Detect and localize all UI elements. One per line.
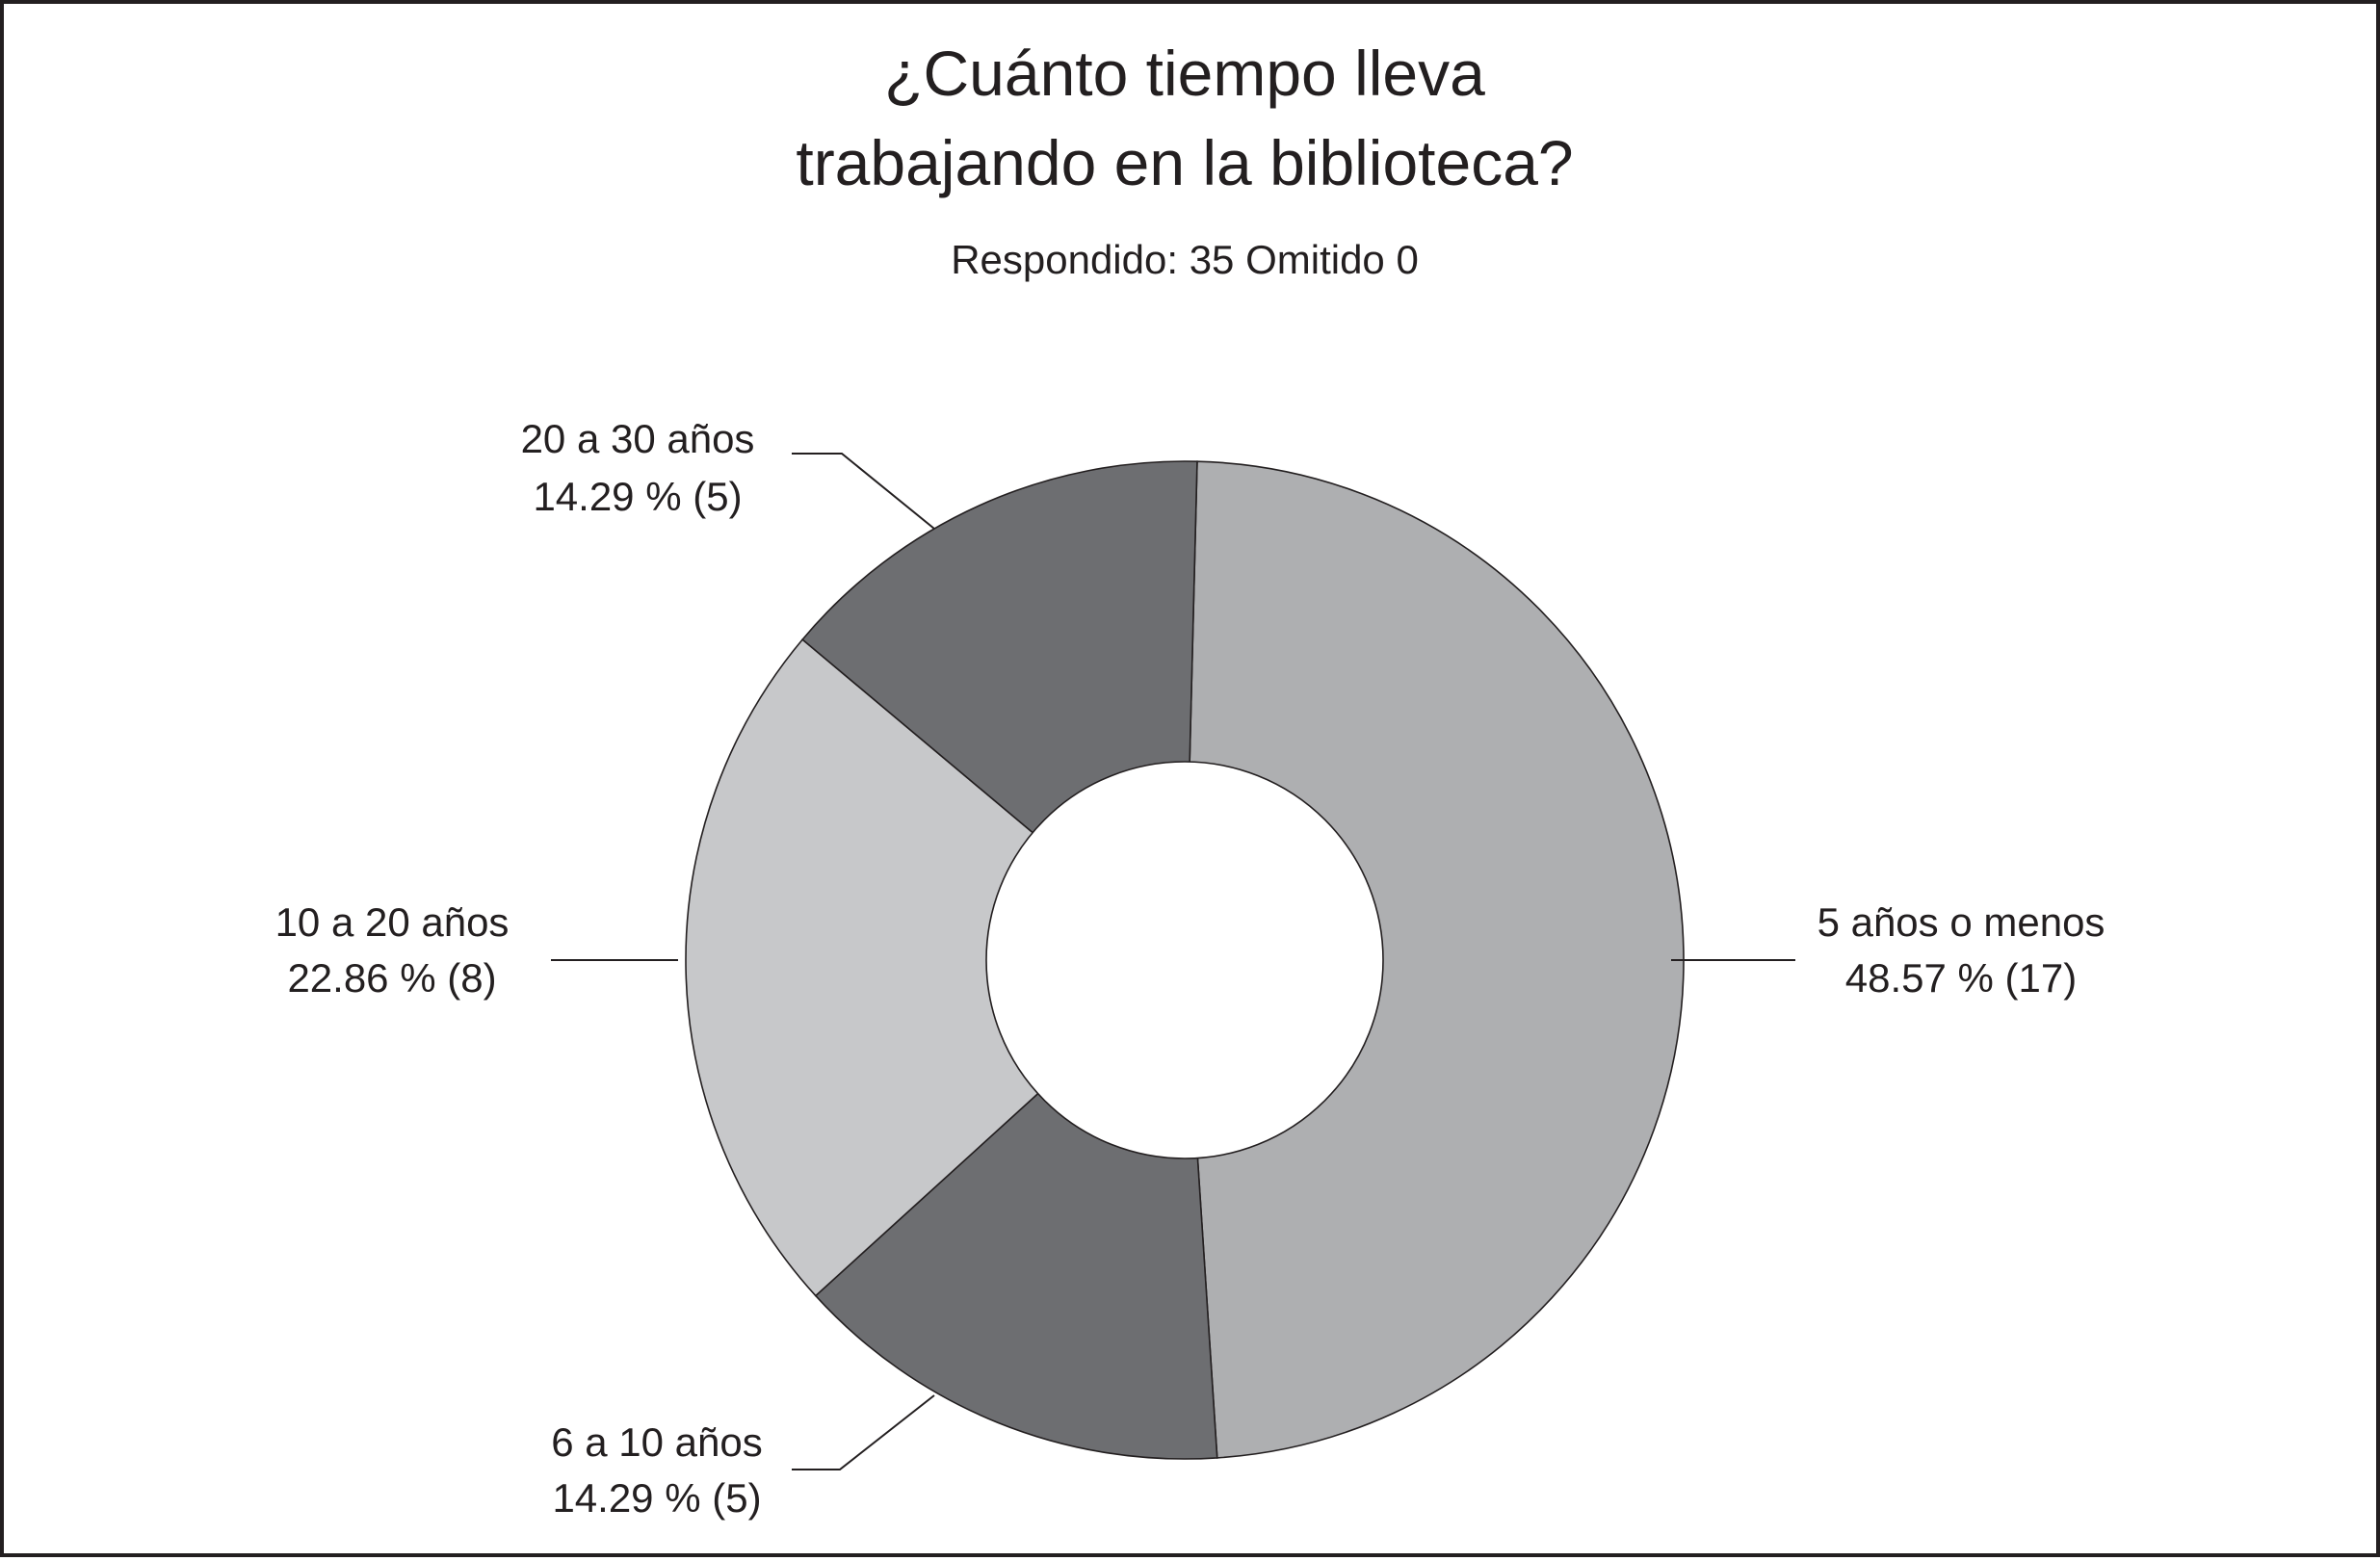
chart-subtitle: Respondido: 35 Omitido 0 — [951, 237, 1419, 282]
slice-value-10-a-20-anos: 22.86 % (8) — [287, 955, 496, 1001]
donut-chart: ¿Cuánto tiempo lleva trabajando en la bi… — [275, 38, 2105, 1521]
slice-label-6-a-10-anos: 6 a 10 años — [551, 1419, 763, 1465]
leader-line-20-a-30-anos — [792, 453, 935, 530]
slice-label-10-a-20-anos: 10 a 20 años — [275, 899, 510, 945]
slice-label-20-a-30-anos: 20 a 30 años — [521, 416, 755, 461]
slice-value-5-anos-o-menos: 48.57 % (17) — [1845, 955, 2077, 1001]
slice-5-anos-o-menos — [1184, 460, 1685, 1459]
slice-value-20-a-30-anos: 14.29 % (5) — [533, 474, 742, 519]
leader-line-6-a-10-anos — [792, 1394, 935, 1470]
chart-title-line-1: ¿Cuánto tiempo lleva — [884, 38, 1485, 109]
slice-value-6-a-10-anos: 14.29 % (5) — [552, 1475, 761, 1521]
slice-label-5-anos-o-menos: 5 años o menos — [1818, 899, 2105, 945]
slice-10-a-20-anos — [685, 637, 1187, 1297]
donut-hole — [985, 761, 1384, 1159]
chart-title-line-2: trabajando en la biblioteca? — [796, 127, 1573, 198]
